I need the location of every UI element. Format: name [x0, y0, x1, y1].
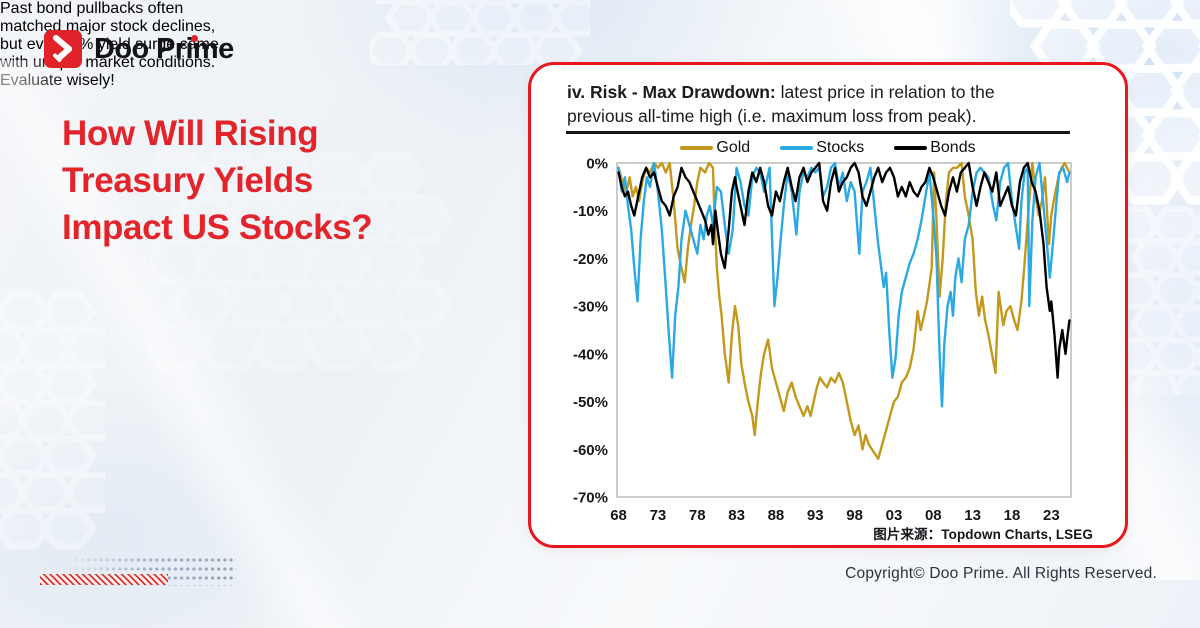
- x-axis-tick-label: 03: [886, 507, 903, 524]
- series-line-gold: [617, 161, 1071, 460]
- background-tint-bottom-left: [0, 380, 320, 628]
- legend-label: Stocks: [816, 139, 865, 156]
- chart-source-label: 图片来源：: [873, 527, 942, 542]
- chart-source-value: Topdown Charts, LSEG: [941, 527, 1093, 542]
- chart-title-bold: iv. Risk - Max Drawdown:: [567, 82, 776, 102]
- x-axis-tick-label: 88: [768, 507, 785, 524]
- y-axis-tick-label: -40%: [573, 346, 608, 363]
- drawdown-chart: 0% -10% -20% -30% -40% -50% -60% -70% 68 73 78 83 88…: [559, 155, 1104, 538]
- body-line: Past bond pullbacks often: [0, 0, 184, 17]
- headline: How Will Rising Treasury Yields Impact U…: [62, 110, 373, 251]
- chart-title-rest: latest price in relation to the previous…: [567, 82, 995, 126]
- x-axis-tick-label: 18: [1004, 507, 1021, 524]
- logo-i-dot: [191, 34, 198, 42]
- y-axis-tick-label: -20%: [573, 251, 608, 268]
- x-axis-tick-label: 08: [925, 507, 942, 524]
- chart-title: iv. Risk - Max Drawdown: latest price in…: [567, 80, 1065, 128]
- chart-card: iv. Risk - Max Drawdown: latest price in…: [528, 62, 1128, 548]
- hexagon-pattern-decoration: [0, 291, 105, 550]
- x-axis-tick-label: 68: [610, 507, 627, 524]
- bonds-legend-swatch-icon: [894, 145, 928, 151]
- stocks-legend-swatch-icon: [780, 145, 814, 151]
- logo-wordmark: Doo Prime: [94, 33, 234, 66]
- x-axis-tick-label: 93: [807, 507, 824, 524]
- logo-wordmark-text: Doo Prime: [94, 32, 234, 65]
- chart-source: 图片来源：Topdown Charts, LSEG: [873, 523, 1093, 543]
- x-axis-tick-label: 78: [689, 507, 706, 524]
- legend-label: Bonds: [930, 139, 976, 156]
- x-axis-tick-label: 23: [1043, 507, 1060, 524]
- chart-legend: Gold Stocks Bonds: [531, 139, 1125, 157]
- y-axis-tick-label: -10%: [573, 203, 608, 220]
- copyright-text: Copyright© Doo Prime. All Rights Reserve…: [845, 565, 1157, 582]
- x-axis-tick-label: 13: [964, 507, 981, 524]
- series-line-stocks: [617, 161, 1071, 408]
- y-axis-tick-label: -30%: [573, 299, 608, 316]
- x-axis-tick-label: 73: [650, 507, 667, 524]
- legend-item-gold: Gold: [680, 139, 750, 157]
- legend-item-stocks: Stocks: [780, 139, 864, 157]
- deco-stripe-bar: [40, 574, 168, 585]
- headline-line: Treasury Yields: [62, 161, 313, 200]
- headline-line: How Will Rising: [62, 114, 319, 153]
- y-axis-tick-label: -70%: [573, 490, 608, 507]
- y-axis-tick-label: 0%: [586, 156, 608, 173]
- gold-legend-swatch-icon: [680, 145, 714, 151]
- x-axis-tick-label: 98: [846, 507, 863, 524]
- headline-line: Impact US Stocks?: [62, 208, 373, 247]
- doo-prime-logo-icon: [44, 30, 82, 68]
- y-axis-tick-label: -50%: [573, 394, 608, 411]
- series-line-bonds: [617, 161, 1071, 379]
- chart-title-underline: [566, 131, 1070, 134]
- legend-item-bonds: Bonds: [894, 139, 976, 157]
- legend-label: Gold: [716, 139, 751, 156]
- x-axis-tick-label: 83: [728, 507, 745, 524]
- doo-prime-logo: Doo Prime: [44, 30, 234, 68]
- drawdown-chart-svg: 0% -10% -20% -30% -40% -50% -60% -70%68 73 78 83 88…: [573, 156, 1072, 524]
- y-axis-tick-label: -60%: [573, 442, 608, 459]
